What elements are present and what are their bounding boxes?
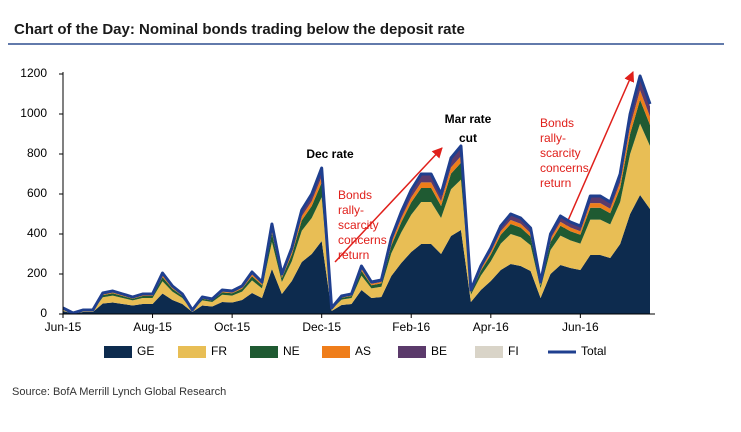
x-tick-label: Feb-16	[392, 320, 430, 334]
legend-swatch	[250, 346, 278, 358]
legend-swatch	[475, 346, 503, 358]
arrow	[562, 71, 635, 233]
annotation: cut	[459, 131, 477, 145]
annotation: return	[338, 248, 369, 262]
annotation: Dec rate	[306, 147, 354, 161]
annotation: Mar rate	[445, 112, 492, 126]
legend-label: NE	[283, 344, 300, 358]
total-line	[62, 74, 652, 315]
y-tick-label: 1000	[20, 106, 47, 120]
annotation: Bonds	[338, 188, 372, 202]
legend-label: Total	[581, 344, 606, 358]
y-tick-label: 400	[27, 226, 47, 240]
source: Source: BofA Merrill Lynch Global Resear…	[12, 386, 226, 398]
x-tick-label: Jun-15	[45, 320, 82, 334]
annotation: rally-	[540, 131, 566, 145]
area	[63, 123, 650, 314]
x-tick-label: Jun-16	[562, 320, 599, 334]
y-tick-label: 200	[27, 266, 47, 280]
y-tick-label: 800	[27, 146, 47, 160]
x-tick-label: Oct-15	[214, 320, 250, 334]
legend-swatch	[104, 346, 132, 358]
legend-label: BE	[431, 344, 447, 358]
legend-label: AS	[355, 344, 371, 358]
legend-label: FI	[508, 344, 519, 358]
annotation: scarcity	[338, 218, 379, 232]
annotation: return	[540, 176, 571, 190]
annotation: scarcity	[540, 146, 581, 160]
annotation: Bonds	[540, 116, 574, 130]
x-tick-label: Apr-16	[473, 320, 509, 334]
legend-label: FR	[211, 344, 227, 358]
x-tick-label: Dec-15	[302, 320, 341, 334]
arrow	[334, 147, 443, 263]
legend-swatch	[322, 346, 350, 358]
legend-label: GE	[137, 344, 154, 358]
area	[63, 195, 650, 314]
legend-swatch	[398, 346, 426, 358]
annotation: rally-	[338, 203, 364, 217]
legend-swatch	[178, 346, 206, 358]
y-tick-label: 600	[27, 186, 47, 200]
annotation: concerns	[338, 233, 387, 247]
chart-title: Chart of the Day: Nominal bonds trading …	[14, 21, 465, 38]
y-tick-label: 1200	[20, 66, 47, 80]
x-tick-label: Aug-15	[133, 320, 172, 334]
y-tick-label: 0	[40, 306, 47, 320]
annotation: concerns	[540, 161, 589, 175]
